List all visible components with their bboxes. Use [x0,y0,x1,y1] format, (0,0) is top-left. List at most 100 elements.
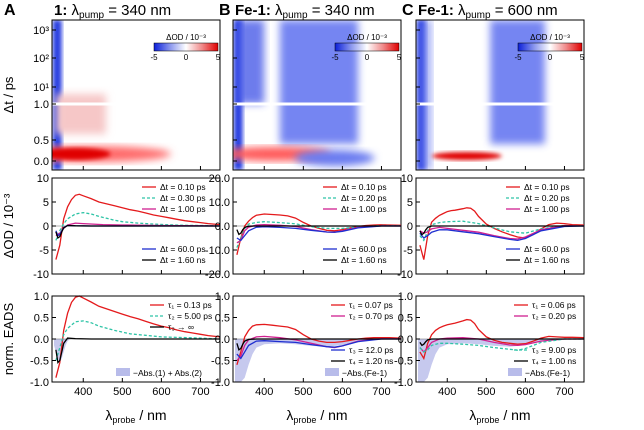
legend-entry: τ₁ = 0.06 ps [532,300,576,310]
panel-C: C Fe-1: λpump = 600 nm ΔOD / 10⁻³ -5 0 5 -10 -5… [394,2,585,425]
xtick-label: 700 [372,386,390,398]
xtick-label: 500 [113,386,131,398]
legend-entry: τ₂ = 0.70 ps [349,311,393,321]
row3-series-τ4 [419,338,584,347]
colorbar-tick: 0 [365,53,370,62]
heatmap-negative [419,20,432,170]
ytick-label: 0.0 [398,334,413,346]
ytick-label: 0.0 [34,334,49,346]
xtick-label: 700 [191,386,209,398]
ytick-label: -1.0 [211,377,230,389]
legend-entry: Δt = 0.20 ps [524,193,570,203]
row2-series-0-30-ps [55,211,221,241]
heatmap-positive [52,148,111,160]
legend-entry: Δt = 0.10 ps [160,182,206,192]
ytick-label: 0 [43,221,49,233]
xtick-label: 500 [477,386,495,398]
colorbar [334,42,400,52]
xtick-label: 400 [438,386,456,398]
legend-swatch [508,368,522,376]
row2-series-1-60-ns [419,225,584,236]
heatmap [233,20,401,170]
legend-entry: τ₁ = 0.07 ps [349,300,393,310]
ytick-label: 10.0 [209,197,230,209]
ytick-label: 10² [33,53,49,65]
colorbar-tick: 0 [548,53,553,62]
row2-series-1-60-ns [55,224,220,240]
legend-entry: τ₃ = 9.00 ps [532,345,576,355]
colorbar-tick: 5 [580,53,585,62]
colorbar [153,42,219,52]
legend-swatch [116,368,130,376]
legend-entry: Δt = 0.10 ps [524,182,570,192]
legend-entry: Δt = 1.60 ns [341,255,387,265]
xtick-label: 600 [333,386,351,398]
colorbar-tick: -5 [150,53,158,62]
ytick-label: -5 [403,245,413,257]
legend-entry: Δt = 1.00 ps [160,204,206,214]
ytick-label: 1.0 [215,291,230,303]
ytick-label: 0.0 [34,156,49,168]
y-axis-label: Δt / ps [1,76,16,113]
ytick-label: 0.0 [215,334,230,346]
xtick-label: 600 [516,386,534,398]
colorbar-title: ΔOD / 10⁻³ [166,33,206,42]
legend-entry: Δt = 60.0 ps [524,244,570,254]
heatmap-frame [415,19,585,171]
row2-series-60-0-ps [236,225,401,242]
panel-A: A 1: λpump = 340 nm 0.0 0.5 1.0 10¹ 10² 10³ ΔOD … [4,2,221,425]
legend-swatch [325,368,339,376]
heatmap-positive [431,152,502,160]
legend-entry: −Abs.(Fe-1) [525,368,570,378]
ytick-label: 10³ [33,25,49,37]
ytick-label: 0.5 [398,313,413,325]
ytick-label: -5 [39,245,49,257]
heatmap-negative [490,20,545,144]
row2-series-1-60-ns [236,225,401,236]
row2-series-0-10-ps [55,193,221,260]
ytick-label: 5 [407,197,413,209]
legend-entry: τ₄ = 1.20 ns [349,356,393,366]
xtick-label: 400 [74,386,92,398]
row3-series-τ3 [419,338,584,353]
heatmap-frame [51,19,221,171]
row2-series-60-0-ps [419,225,585,242]
colorbar-tick: -5 [514,53,522,62]
xtick-label: 600 [152,386,170,398]
heatmap-negative [279,20,359,144]
ytick-label: 0.5 [34,135,49,147]
x-axis-label: λprobe / nm [469,407,530,425]
legend-entry: τ₂ = 5.00 ps [168,311,212,321]
row3-series-τ1 [236,323,402,365]
row3-series-τ3 [55,337,220,365]
ytick-label: 0 [407,221,413,233]
panel-title: 1: λpump = 340 nm [54,2,171,21]
x-axis-label: λprobe / nm [105,407,166,425]
ytick-label: 1.0 [34,291,49,303]
ytick-label: 10 [37,173,49,185]
panel-letter: A [4,2,16,19]
y-axis-label: norm. EADS [1,303,16,376]
ytick-label: 5 [43,197,49,209]
row3-series-τ1 [419,318,585,361]
x-axis-label: λprobe / nm [286,407,347,425]
xtick-label: 400 [255,386,273,398]
ytick-label: -10 [397,269,413,281]
legend-entry: Δt = 1.60 ns [160,255,206,265]
heatmap-negative [294,150,375,166]
legend-entry: −Abs.(Fe-1) [342,368,387,378]
legend-entry: Δt = 0.10 ps [341,182,387,192]
ytick-label: 0.0 [215,221,230,233]
row3-series-τ3 [236,338,401,360]
heatmap [416,20,584,170]
row2-series-0-20-ps [419,220,585,242]
heatmap-positive [55,94,106,134]
panel-title: Fe-1: λpump = 600 nm [418,2,558,21]
colorbar [517,42,583,52]
row3-series-τ1 [55,295,221,378]
colorbar-title: ΔOD / 10⁻³ [347,33,387,42]
ytick-label: -0.5 [211,356,230,368]
legend-entry: −Abs.(1) + Abs.(2) [133,368,202,378]
panel-letter: B [219,2,231,19]
legend-entry: Δt = 0.30 ps [160,193,206,203]
